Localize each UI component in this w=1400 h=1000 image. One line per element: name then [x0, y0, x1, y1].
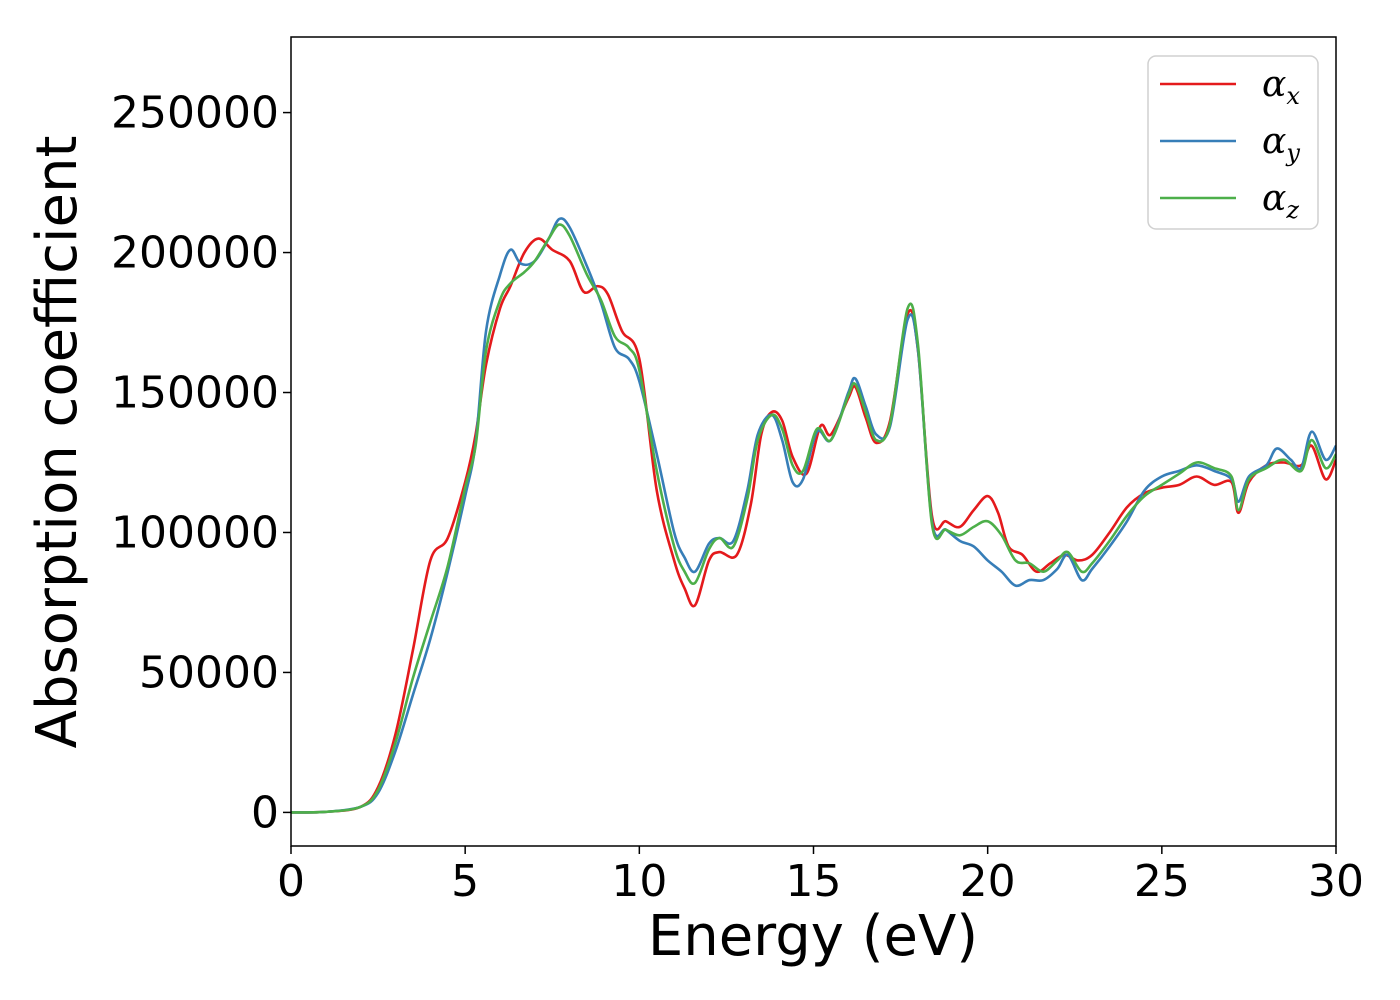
x-axis-ticks: 0 5 10 15 20 25 30: [277, 846, 1364, 907]
y-tick-label: 250000: [111, 88, 279, 139]
legend: αx αy αz: [1147, 55, 1319, 230]
y-tick-label: 50000: [139, 647, 279, 698]
x-tick-label: 30: [1308, 856, 1364, 907]
x-tick-label: 5: [451, 856, 479, 907]
legend-label-x: αx: [1262, 64, 1300, 110]
y-tick-label: 150000: [111, 368, 279, 419]
x-axis-label: Energy (eV): [648, 904, 978, 969]
y-tick-label: 100000: [111, 507, 279, 558]
y-tick-label: 200000: [111, 228, 279, 279]
legend-label-y: αy: [1262, 121, 1300, 167]
y-tick-label: 0: [251, 787, 279, 838]
y-axis-label: Absorption coefficient: [25, 136, 90, 749]
legend-box: [1147, 55, 1319, 230]
legend-label-z: αz: [1262, 178, 1299, 224]
x-tick-label: 0: [277, 856, 305, 907]
y-axis-ticks: 0 50000 100000 150000 200000 250000: [111, 88, 291, 838]
x-tick-label: 10: [611, 856, 667, 907]
series-line-z: [291, 223, 1336, 814]
x-tick-label: 15: [786, 856, 842, 907]
series-line-x: [291, 237, 1336, 814]
series-line-y: [291, 217, 1336, 814]
x-tick-label: 20: [960, 856, 1016, 907]
x-tick-label: 25: [1134, 856, 1190, 907]
series-group: [291, 217, 1336, 814]
